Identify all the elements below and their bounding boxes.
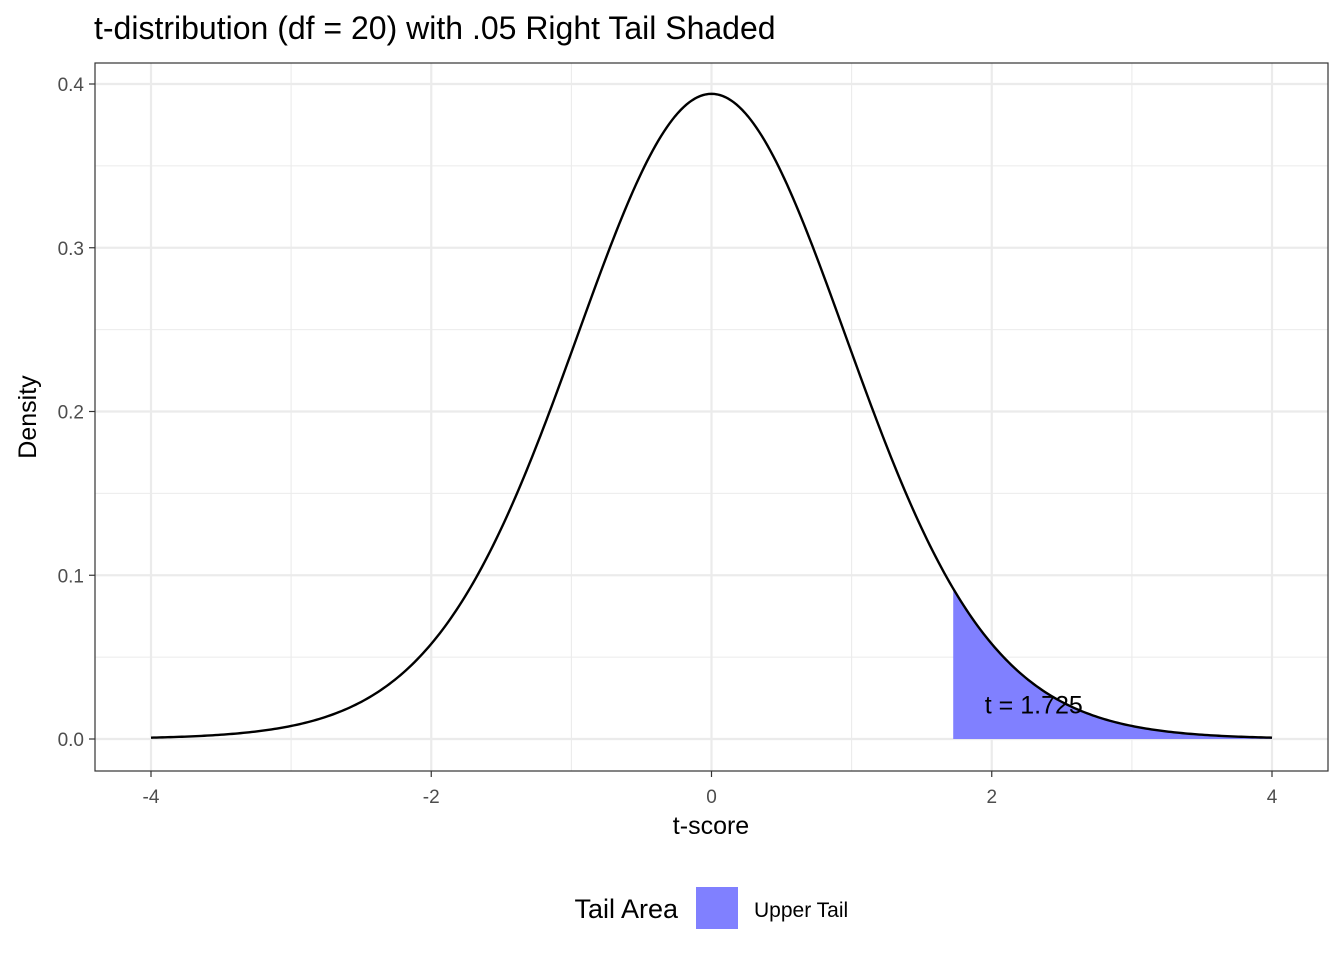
- y-axis-ticks: 0.0 0.1 0.2 0.3 0.4: [58, 75, 95, 751]
- y-tick-label: 0.2: [58, 403, 84, 424]
- legend-label-upper-tail: Upper Tail: [754, 899, 848, 922]
- x-tick-label: 4: [1267, 787, 1278, 808]
- y-tick-label: 0.1: [58, 566, 84, 587]
- upper-tail-area: [953, 588, 1272, 739]
- legend-title: Tail Area: [574, 894, 679, 924]
- y-tick-label: 0.3: [58, 239, 84, 260]
- x-tick-label: 0: [706, 787, 717, 808]
- y-axis-label: Density: [14, 375, 42, 459]
- y-tick-label: 0.4: [58, 75, 85, 96]
- chart-title: t-distribution (df = 20) with .05 Right …: [94, 10, 776, 46]
- legend-key-upper-tail: [696, 887, 738, 929]
- x-tick-label: -4: [143, 787, 160, 808]
- x-tick-label: -2: [423, 787, 440, 808]
- shaded-region: [953, 588, 1272, 739]
- legend: Tail Area Upper Tail: [574, 887, 848, 929]
- critical-t-annotation: t = 1.725: [985, 692, 1083, 720]
- density-curve: [150, 92, 1273, 739]
- grid: [95, 63, 1328, 771]
- x-axis-ticks: -4 -2 0 2 4: [143, 771, 1278, 808]
- density-curve-group: [150, 92, 1273, 739]
- y-tick-label: 0.0: [58, 730, 84, 751]
- x-tick-label: 2: [986, 787, 997, 808]
- x-axis-label: t-score: [673, 812, 749, 840]
